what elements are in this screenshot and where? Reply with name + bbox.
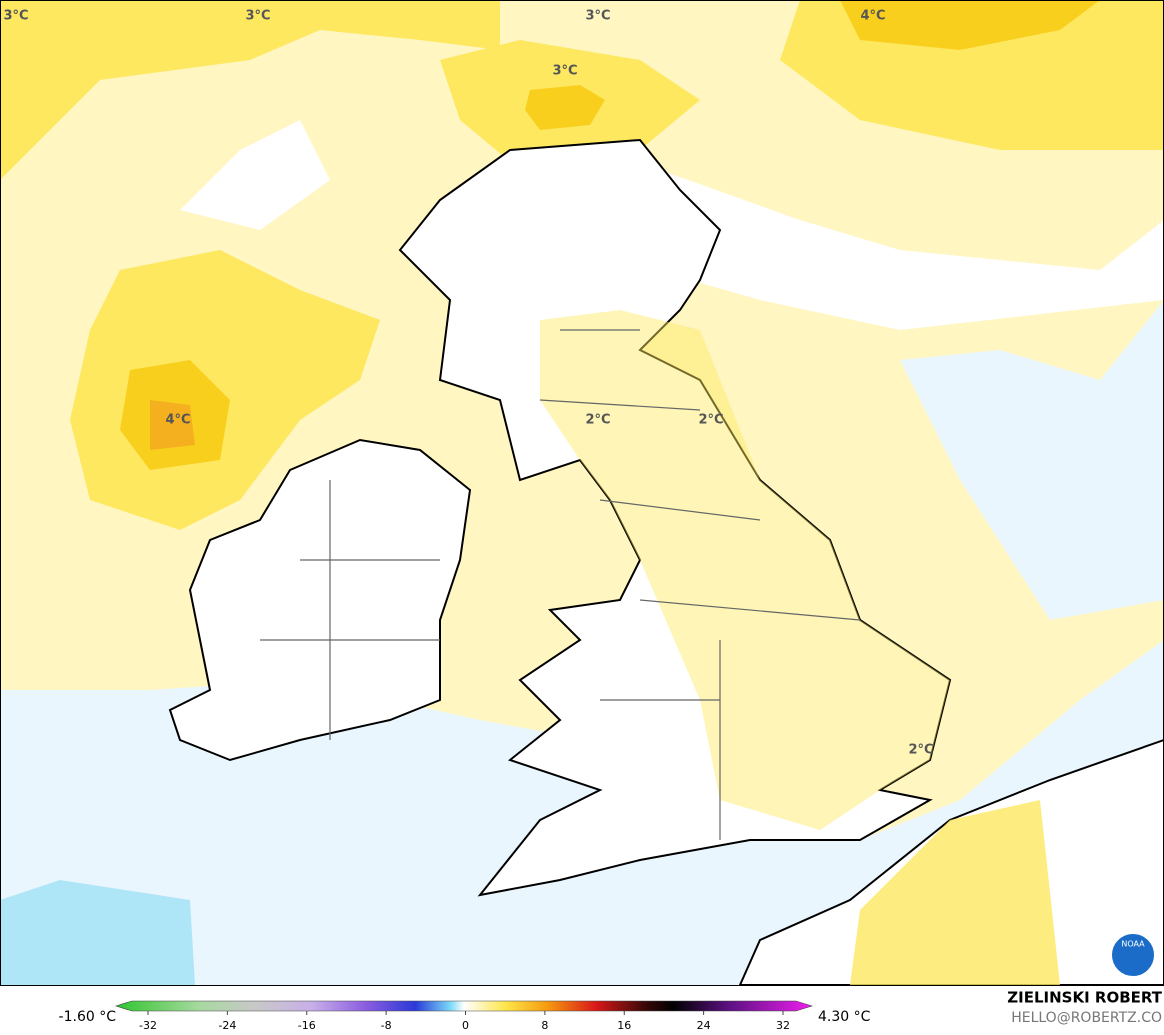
contour-label: 2°C: [698, 413, 723, 428]
contour-label: 3°C: [585, 9, 610, 24]
colorbar-tick-label: -32: [139, 1019, 157, 1032]
ireland: [168, 438, 472, 762]
sea-pale-blue: [900, 300, 1164, 620]
great-britain: [398, 138, 952, 897]
warm-land: [850, 800, 1060, 985]
warmer-area: [840, 0, 1100, 50]
logo-text: NOAA: [1121, 940, 1145, 949]
contour-label: 4°C: [860, 9, 885, 24]
noaa-logo: [1110, 932, 1156, 978]
colorbar-tick-label: 8: [541, 1019, 548, 1032]
colorbar: -1.60 °C 4.30 °C -32 -24 -16 -8 0 8 16 24 32: [59, 1000, 871, 1032]
map: 3°C 3°C 3°C 3°C 4°C 4°C 2°C 2°C 2°C NOAA: [0, 0, 1164, 986]
credit-name: ZIELINSKI ROBERT: [1007, 989, 1162, 1007]
sea-white: [180, 120, 330, 230]
admin-borders: [260, 329, 861, 840]
colorbar-tick-label: 24: [697, 1019, 711, 1032]
contour-label: 3°C: [3, 9, 28, 24]
colorbar-tick-label: 0: [462, 1019, 469, 1032]
warm-land: [540, 310, 950, 830]
contour-label: 3°C: [552, 64, 577, 79]
colorbar-tick-label: -24: [218, 1019, 236, 1032]
credit-email: HELLO@ROBERTZ.CO: [1011, 1010, 1162, 1026]
warmer-area: [525, 85, 605, 130]
colorbar-tick-label: 16: [617, 1019, 631, 1032]
sea-blue: [0, 880, 195, 985]
colorbar-tick-label: 32: [776, 1019, 790, 1032]
contour-label: 4°C: [165, 413, 190, 428]
contour-label: 3°C: [245, 9, 270, 24]
colorbar-tick-label: -16: [298, 1019, 316, 1032]
warm-area: [0, 0, 500, 180]
contour-label: 2°C: [585, 413, 610, 428]
colorbar-ramp: [114, 1000, 814, 1012]
contour-label: 2°C: [908, 743, 933, 758]
colorbar-tick-label: -8: [381, 1019, 392, 1032]
colorbar-min: -1.60 °C: [59, 1009, 117, 1025]
colorbar-max: 4.30 °C: [818, 1009, 871, 1025]
warmest-area: [150, 400, 195, 450]
